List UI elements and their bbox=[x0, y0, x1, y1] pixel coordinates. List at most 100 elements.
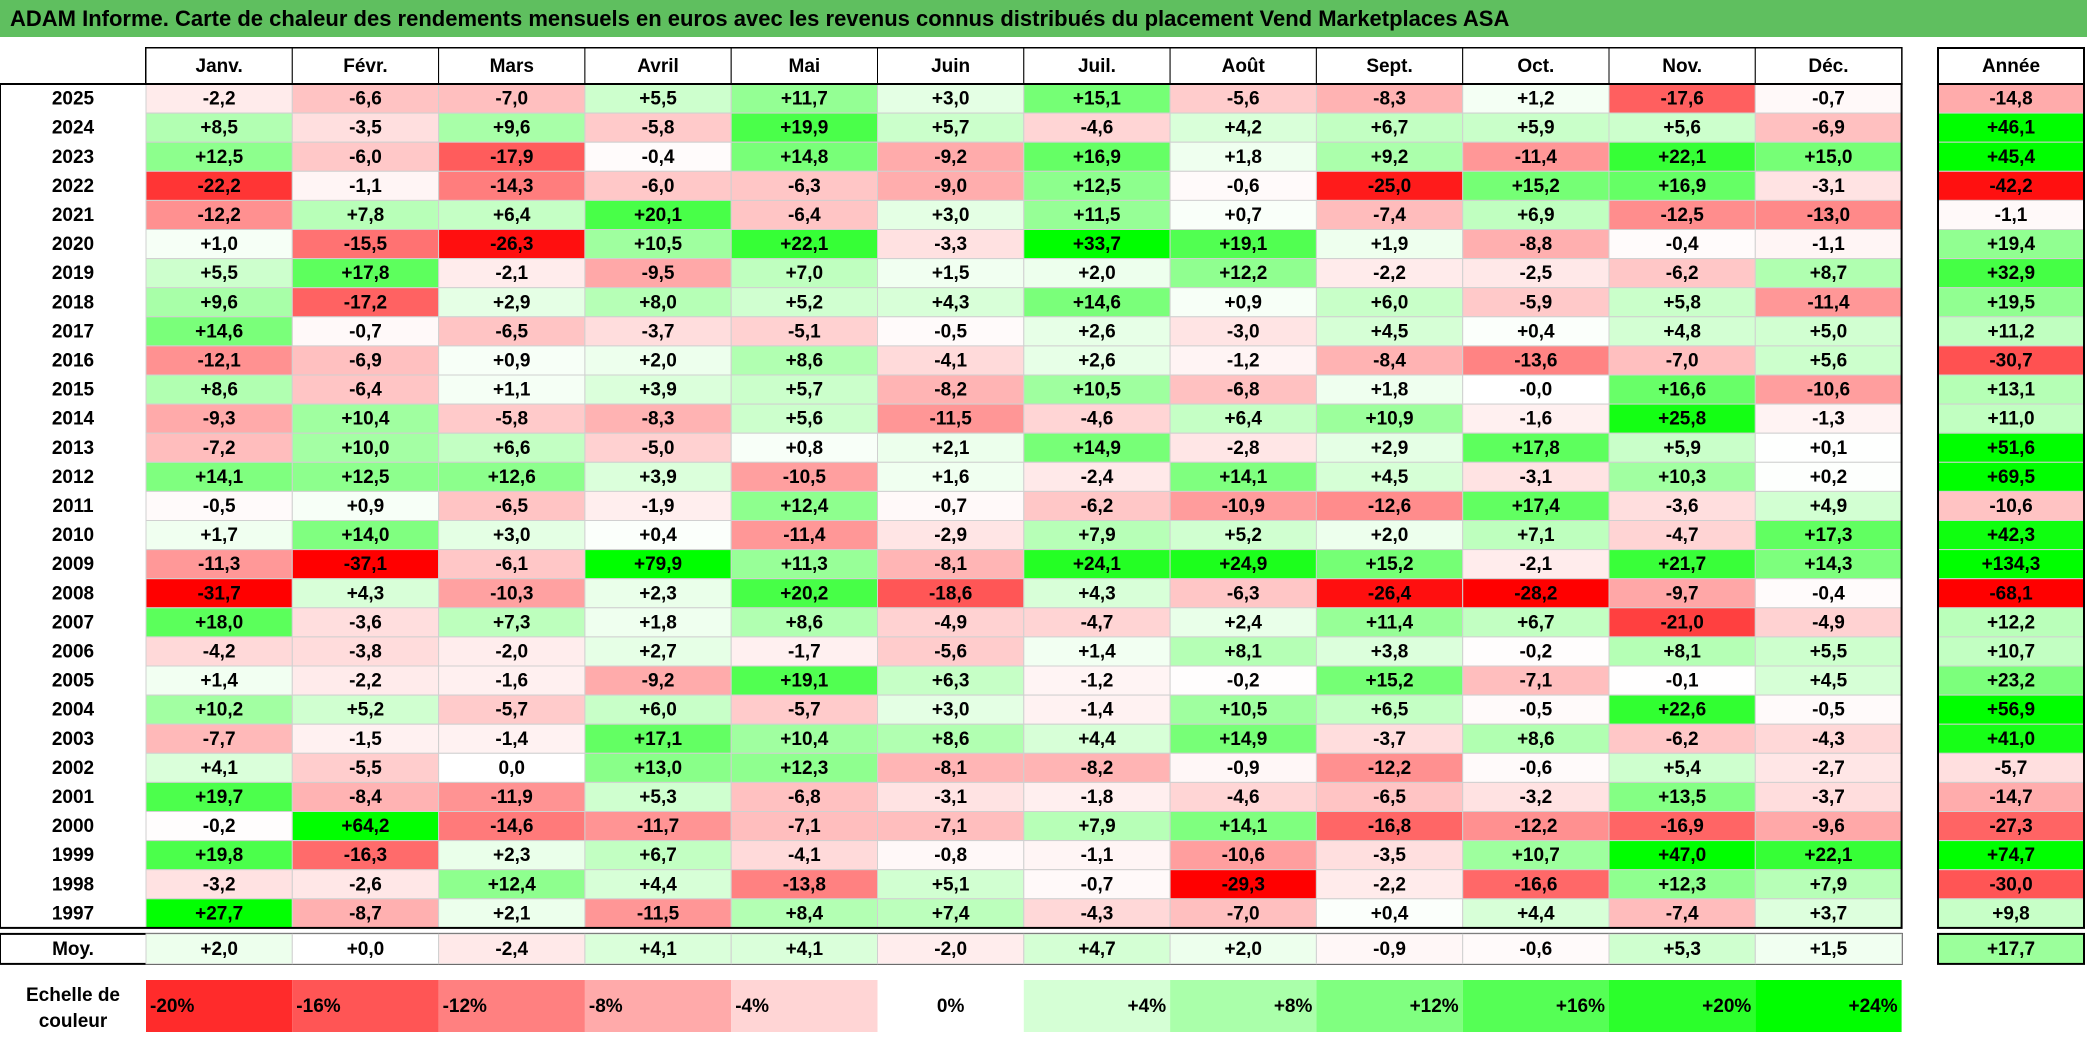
average-cell-value: -0,9 bbox=[1373, 939, 1406, 960]
heatmap-cell-value: +6,9 bbox=[1517, 205, 1555, 226]
heatmap-cell-value: +14,8 bbox=[780, 147, 828, 168]
heatmap-cell-value: -4,6 bbox=[1081, 118, 1114, 139]
heatmap-cell-value: -12,1 bbox=[197, 350, 241, 371]
heatmap-cell-value: +22,1 bbox=[1658, 147, 1707, 168]
column-header-cell bbox=[438, 47, 586, 85]
row-year-label: 2020 bbox=[52, 234, 94, 255]
heatmap-cell bbox=[877, 403, 1025, 434]
heatmap-cell bbox=[1169, 345, 1317, 376]
heatmap-cell-value: -5,8 bbox=[642, 118, 675, 139]
heatmap-cell-value: -0,5 bbox=[203, 496, 236, 517]
annual-cell bbox=[1937, 636, 2085, 667]
heatmap-cell-value: -0,6 bbox=[1227, 176, 1260, 197]
heatmap-cell-value: -8,4 bbox=[1373, 350, 1406, 371]
column-header-5: Juin bbox=[931, 56, 970, 77]
heatmap-cell bbox=[877, 112, 1025, 143]
heatmap-cell bbox=[1169, 665, 1317, 696]
heatmap-cell-value: +21,7 bbox=[1658, 554, 1706, 575]
heatmap-cell-value: +0,4 bbox=[1517, 321, 1555, 342]
heatmap-cell-value: -1,3 bbox=[1812, 409, 1845, 430]
average-label: Moy. bbox=[52, 939, 94, 960]
annual-cell-value: +19,4 bbox=[1987, 234, 2036, 255]
heatmap-cell bbox=[145, 345, 293, 376]
annual-cell-value: -68,1 bbox=[1989, 583, 2033, 604]
heatmap-cell bbox=[1315, 83, 1464, 114]
column-header-cell bbox=[730, 47, 879, 85]
heatmap-cell bbox=[1462, 490, 1610, 521]
heatmap-cell bbox=[584, 752, 732, 783]
heatmap-cell bbox=[1315, 461, 1464, 492]
heatmap-cell bbox=[1608, 520, 1756, 551]
heatmap-cell bbox=[1608, 752, 1756, 783]
heatmap-cell bbox=[1023, 258, 1171, 289]
heatmap-cell-value: +4,3 bbox=[1078, 583, 1116, 604]
heatmap-cell bbox=[291, 141, 440, 172]
heatmap-cell-value: +5,3 bbox=[639, 787, 677, 808]
annual-cell-value: +23,2 bbox=[1987, 671, 2035, 692]
heatmap-cell-value: -18,6 bbox=[929, 583, 972, 604]
annual-frame bbox=[1937, 83, 2085, 929]
heatmap-cell-value: -3,1 bbox=[1812, 176, 1845, 197]
heatmap-cell-value: +17,1 bbox=[634, 729, 683, 750]
heatmap-cell-value: -6,1 bbox=[495, 554, 528, 575]
heatmap-cell-value: -3,1 bbox=[934, 787, 967, 808]
heatmap-cell bbox=[877, 811, 1025, 842]
heatmap-cell bbox=[145, 287, 293, 318]
heatmap-cell bbox=[1754, 578, 1903, 609]
annual-cell-value: -14,8 bbox=[1989, 89, 2032, 110]
annual-cell-value: +32,9 bbox=[1987, 263, 2035, 284]
heatmap-cell-value: +14,0 bbox=[341, 525, 389, 546]
annual-cell bbox=[1937, 549, 2085, 580]
column-header-cell bbox=[1608, 47, 1756, 85]
heatmap-cell-value: +14,3 bbox=[1804, 554, 1852, 575]
heatmap-cell bbox=[1315, 316, 1464, 347]
heatmap-cell-value: +5,8 bbox=[1663, 292, 1701, 313]
scale-label: +4% bbox=[1128, 996, 1167, 1017]
average-cell bbox=[145, 933, 293, 965]
heatmap-cell bbox=[291, 345, 440, 376]
heatmap-cell-value: -7,4 bbox=[1373, 205, 1406, 226]
heatmap-cell bbox=[1315, 607, 1464, 638]
heatmap-cell-value: -9,7 bbox=[1666, 583, 1699, 604]
average-cell-value: +1,5 bbox=[1810, 939, 1848, 960]
heatmap-cell-value: -6,0 bbox=[642, 176, 675, 197]
heatmap-cell bbox=[1169, 403, 1317, 434]
heatmap-cell bbox=[730, 811, 879, 842]
column-header-1: Févr. bbox=[343, 56, 387, 77]
heatmap-cell bbox=[291, 287, 440, 318]
annual-cell bbox=[1937, 840, 2085, 871]
heatmap-cell bbox=[1315, 869, 1464, 900]
heatmap-cell-value: -6,9 bbox=[349, 350, 382, 371]
heatmap-cell bbox=[1315, 170, 1464, 201]
heatmap-cell-value: -13,8 bbox=[783, 874, 826, 895]
heatmap-cell-value: -0,1 bbox=[1666, 671, 1699, 692]
heatmap-cell bbox=[438, 549, 586, 580]
heatmap-cell-value: -11,4 bbox=[1515, 147, 1558, 168]
heatmap-cell bbox=[1169, 781, 1317, 813]
heatmap-cell-value: -2,6 bbox=[349, 874, 382, 895]
heatmap-cell-value: +5,9 bbox=[1517, 118, 1555, 139]
row-year-label: 2019 bbox=[52, 263, 94, 284]
heatmap-cell-value: +4,5 bbox=[1810, 671, 1848, 692]
heatmap-cell bbox=[1315, 578, 1464, 609]
heatmap-cell-value: -13,6 bbox=[1514, 350, 1557, 371]
heatmap-cell-value: +2,9 bbox=[493, 292, 531, 313]
heatmap-cell bbox=[1462, 432, 1610, 463]
heatmap-cell bbox=[145, 869, 293, 900]
heatmap-cell-value: +8,6 bbox=[200, 380, 238, 401]
heatmap-cell bbox=[877, 461, 1025, 492]
heatmap-cell bbox=[1023, 665, 1171, 696]
heatmap-cell bbox=[1169, 549, 1317, 580]
heatmap-cell-value: -5,7 bbox=[788, 700, 821, 721]
heatmap-cell-value: +3,9 bbox=[639, 380, 677, 401]
heatmap-cell bbox=[1608, 811, 1756, 842]
heatmap-cell-value: -0,7 bbox=[1081, 874, 1114, 895]
heatmap-cell-value: -1,2 bbox=[1227, 350, 1260, 371]
heatmap-cell bbox=[1462, 403, 1610, 434]
heatmap-cell bbox=[1023, 869, 1171, 900]
heatmap-cell bbox=[1608, 665, 1756, 696]
heatmap-cell-value: -0,9 bbox=[1227, 758, 1260, 779]
heatmap-cell-value: -2,2 bbox=[349, 671, 382, 692]
column-header-3: Avril bbox=[637, 56, 679, 77]
heatmap-cell bbox=[1169, 199, 1317, 230]
